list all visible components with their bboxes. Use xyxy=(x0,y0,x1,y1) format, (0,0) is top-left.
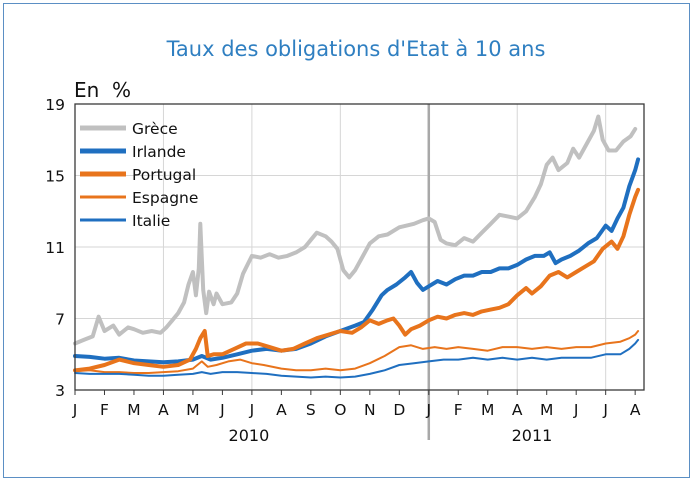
x-tick-label-10: N xyxy=(364,401,376,419)
series-lines xyxy=(73,114,641,379)
x-tick-label-17: J xyxy=(573,401,579,419)
legend-label-4: Espagne xyxy=(132,189,198,207)
x-tick-label-1: F xyxy=(100,401,109,419)
x-tick-label-9: O xyxy=(334,401,346,419)
x-tick-label-12: J xyxy=(425,401,431,419)
y-tick-label-19: 19 xyxy=(45,96,65,114)
legend: Grèce Irlande Portugal Espagne Italie xyxy=(80,120,198,230)
gridlines xyxy=(75,104,644,440)
x-tick-label-0: J xyxy=(72,401,78,419)
chart-frame xyxy=(3,3,690,478)
y-tick-label-11: 11 xyxy=(45,239,65,257)
x-tick-label-11: D xyxy=(393,401,405,419)
y-tick-label-7: 7 xyxy=(55,311,65,329)
y-axis-unit-label: En % xyxy=(74,78,131,102)
series-line-4 xyxy=(74,330,640,374)
x-tick-label-8: S xyxy=(306,401,316,419)
x-tick-label-14: M xyxy=(481,401,494,419)
x-tick-label-16: M xyxy=(540,401,553,419)
year-label-2010: 2010 xyxy=(229,426,270,445)
x-tick-label-18: J xyxy=(602,401,608,419)
chart-title: Taux des obligations d'Etat à 10 ans xyxy=(166,37,546,61)
legend-label-3: Portugal xyxy=(132,166,196,184)
x-tick-label-7: A xyxy=(276,401,287,419)
series-line-2 xyxy=(73,157,641,365)
x-tick-label-2: M xyxy=(127,401,140,419)
legend-label-2: Irlande xyxy=(132,143,186,161)
x-tick-label-3: A xyxy=(158,401,169,419)
x-tick-label-4: M xyxy=(186,401,199,419)
year-label-2011: 2011 xyxy=(512,426,553,445)
x-tick-label-6: J xyxy=(249,401,255,419)
y-tick-label-15: 15 xyxy=(45,168,65,186)
y-tick-label-3: 3 xyxy=(55,382,65,400)
x-tick-label-13: F xyxy=(454,401,463,419)
legend-label-5: Italie xyxy=(132,212,170,230)
series-line-5 xyxy=(74,338,640,379)
series-line-1 xyxy=(73,114,638,346)
legend-label-1: Grèce xyxy=(132,120,178,138)
series-line-3 xyxy=(73,187,641,373)
x-tick-label-5: J xyxy=(219,401,225,419)
x-tick-label-15: A xyxy=(512,401,523,419)
plot-area-border xyxy=(74,103,645,391)
x-tick-label-19: A xyxy=(630,401,641,419)
